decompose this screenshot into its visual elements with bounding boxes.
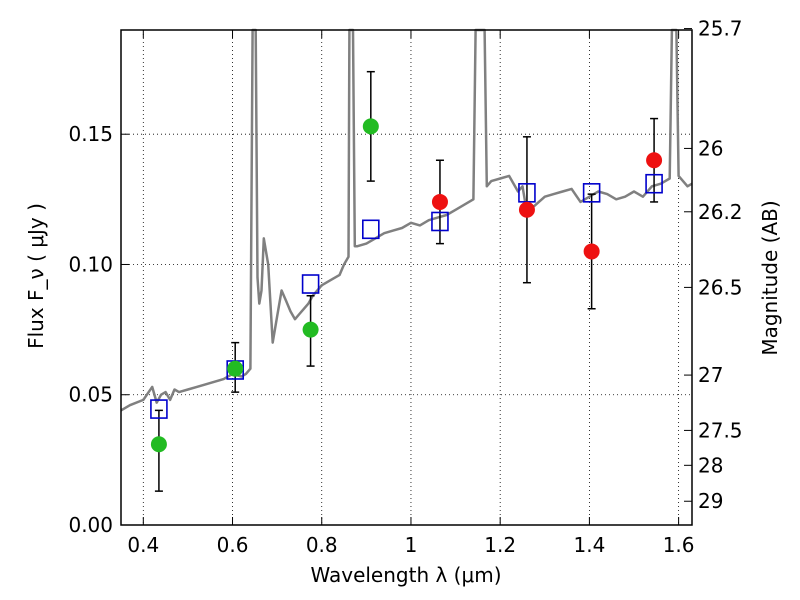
y2-axis-label: Magnitude (AB) [758, 200, 782, 355]
model-spectrum-layer [120, 28, 693, 412]
x-tick-label: 1.4 [573, 533, 605, 557]
model-square-point [645, 173, 663, 194]
x-tick-label: 1.2 [484, 533, 516, 557]
y-tick-label: 0.15 [68, 122, 113, 146]
observed-point [150, 436, 167, 453]
model-square-point [362, 219, 380, 240]
observed-point [646, 152, 663, 169]
x-tick-label: 1 [405, 533, 418, 557]
observed-point [362, 118, 379, 135]
x-tick-label: 0.4 [127, 533, 159, 557]
y-axis-label: Flux F_ν ( μJy ) [24, 203, 48, 349]
grid [121, 30, 692, 525]
observed-point [227, 360, 244, 377]
axis-ticks: 0.4 0.6 0.8 1 1.2 1.4 1.6 0.00 0.05 0.10 0.15 25.7 2… [68, 17, 742, 557]
model-square-point [150, 399, 168, 419]
y-tick-label: 0.10 [68, 252, 113, 276]
y2-tick-label: 26.5 [698, 275, 743, 299]
y2-tick-label: 26.2 [698, 200, 743, 224]
y2-tick-label: 27 [698, 363, 723, 387]
model-square-point [582, 183, 601, 203]
plot-frame [120, 29, 693, 526]
y2-tick-label: 27.5 [698, 418, 743, 442]
x-axis-label: Wavelength λ (μm) [310, 563, 501, 587]
observed-point [431, 193, 448, 210]
y-tick-label: 0.00 [68, 513, 113, 537]
observed-point [518, 201, 535, 218]
y2-tick-label: 26 [698, 136, 723, 160]
x-tick-label: 0.8 [306, 533, 338, 557]
model-square-point [431, 211, 449, 232]
y2-tick-label: 29 [698, 489, 723, 513]
y-tick-label: 0.05 [68, 383, 113, 407]
x-tick-label: 0.6 [217, 533, 249, 557]
x-tick-label: 1.6 [663, 533, 695, 557]
observed-point [583, 243, 600, 260]
y2-tick-label: 28 [698, 453, 723, 477]
y2-tick-label: 25.7 [698, 17, 743, 41]
model-spectrum-line [120, 28, 693, 412]
model-square-point [301, 274, 320, 294]
observed-point [302, 321, 319, 338]
data-markers-layer [150, 70, 663, 492]
